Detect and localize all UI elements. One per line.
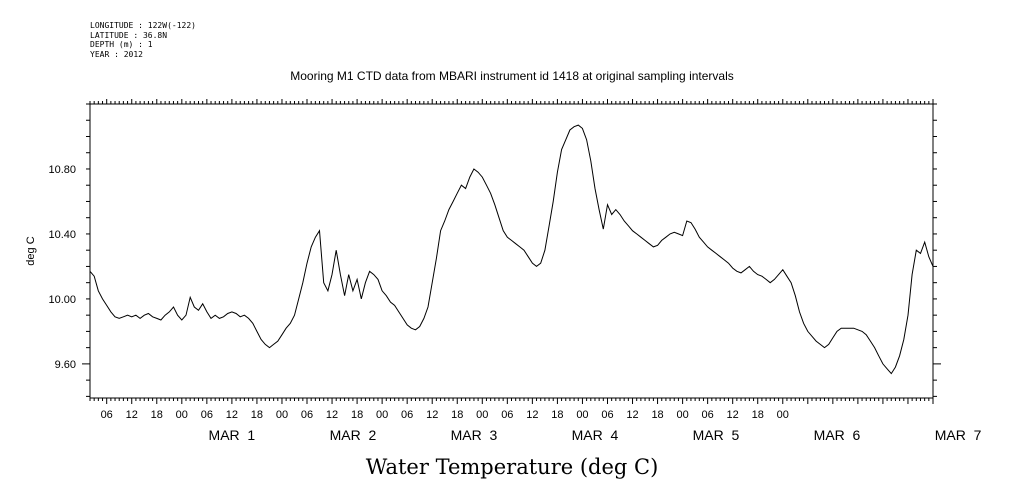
- y-tick-label: 9.60: [55, 359, 76, 371]
- x-tick-label: 00: [176, 409, 188, 421]
- y-axis-label: deg C: [25, 236, 37, 265]
- y-tick-label: 10.40: [48, 229, 76, 241]
- temperature-line: [89, 124, 934, 375]
- x-tick-label: 06: [201, 409, 213, 421]
- x-tick-label: 12: [226, 409, 238, 421]
- metadata-header: LONGITUDE : 122W(-122) LATITUDE : 36.8N …: [90, 21, 196, 59]
- x-tick-label: 00: [476, 409, 488, 421]
- metadata-longitude: LONGITUDE : 122W(-122): [90, 21, 196, 30]
- day-labels: MAR 1 MAR 2 MAR 3 MAR 4 MAR 5 MAR 6 MAR 7: [209, 427, 982, 443]
- plot-frame: [89, 103, 934, 399]
- x-tick-label: 00: [376, 409, 388, 421]
- day-label: MAR 3: [451, 427, 498, 443]
- metadata-latitude: LATITUDE : 36.8N: [90, 30, 168, 40]
- x-tick-label: 18: [651, 409, 663, 421]
- x-tick-label: 18: [251, 409, 263, 421]
- day-label: MAR 1: [209, 427, 256, 443]
- x-tick-label: 06: [501, 409, 513, 421]
- x-axis-label: Water Temperature (deg C): [366, 455, 659, 479]
- x-tick-label: 06: [401, 409, 413, 421]
- x-tick-label: 06: [702, 409, 714, 421]
- x-tick-label: 18: [151, 409, 163, 421]
- x-tick-label: 12: [126, 409, 138, 421]
- x-tick-label: 18: [451, 409, 463, 421]
- x-tick-label: 12: [326, 409, 338, 421]
- chart-title: Mooring M1 CTD data from MBARI instrumen…: [290, 69, 734, 83]
- x-tick-label: 18: [551, 409, 563, 421]
- x-tick-label: 12: [626, 409, 638, 421]
- x-tick-label: 06: [301, 409, 313, 421]
- x-tick-label: 18: [351, 409, 363, 421]
- day-label: MAR 5: [693, 427, 740, 443]
- x-tick-label: 00: [676, 409, 688, 421]
- metadata-depth: DEPTH (m) : 1: [90, 40, 153, 49]
- day-label: MAR 4: [572, 427, 619, 443]
- x-tick-label: 00: [576, 409, 588, 421]
- x-tick-label: 00: [276, 409, 288, 421]
- y-tick-labels: 9.60 10.00 10.40 10.80: [48, 164, 76, 371]
- y-tick-label: 10.00: [48, 294, 76, 306]
- x-tick-label: 12: [526, 409, 538, 421]
- x-tick-label: 06: [101, 409, 113, 421]
- x-tick-labels: 06 12 18 00 06 12 18 00 06 12 18 00 06 12 18 00 06 12 18 00…: [101, 409, 789, 421]
- day-label: MAR 2: [330, 427, 377, 443]
- x-tick-label: 06: [601, 409, 613, 421]
- x-tick-label: 00: [777, 409, 789, 421]
- x-tick-label: 18: [752, 409, 764, 421]
- y-tick-label: 10.80: [48, 164, 76, 176]
- x-tick-label: 12: [426, 409, 438, 421]
- metadata-year: YEAR : 2012: [90, 49, 143, 59]
- x-tick-label: 12: [727, 409, 739, 421]
- tick-marks: [82, 99, 941, 404]
- day-label: MAR 7: [935, 427, 982, 443]
- day-label: MAR 6: [814, 427, 861, 443]
